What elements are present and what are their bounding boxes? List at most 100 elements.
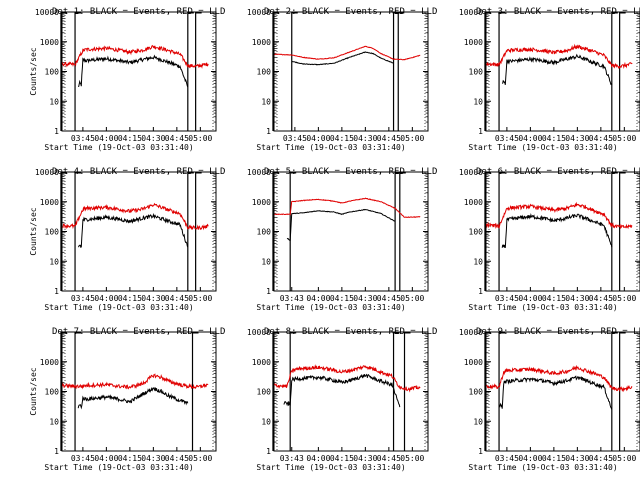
- x-axis-label: Start Time (19-Oct-03 03:31:40): [44, 303, 193, 312]
- y-tick-label: 100: [45, 68, 60, 77]
- events-series-line: [498, 375, 613, 410]
- events-series-line: [501, 53, 613, 86]
- x-tick-label: 03:45: [71, 454, 95, 463]
- y-tick-label: 10000: [35, 168, 59, 177]
- x-tick-label: 04:00: [94, 294, 118, 303]
- y-tick-label: 1: [266, 127, 271, 136]
- lld-series-line: [62, 373, 209, 390]
- events-series-line: [286, 208, 396, 242]
- events-series-line: [78, 212, 189, 248]
- y-tick-label: 10000: [247, 328, 271, 337]
- x-tick-label: 04:15: [118, 134, 142, 143]
- y-tick-label: 10: [261, 257, 271, 266]
- chart-title: Det 3: BLACK = Events, RED = LLD: [476, 7, 640, 17]
- x-tick-label: 04:15: [330, 454, 354, 463]
- chart-panel-6: 1 10 100 1000 10000 03:45 04:00 04:15 04:30 04:45…: [459, 167, 640, 312]
- x-axis-label: Start Time (19-Oct-03 03:31:40): [468, 463, 617, 472]
- x-tick-label: 04:15: [542, 294, 566, 303]
- x-tick-label: 04:30: [565, 294, 589, 303]
- x-tick-label: 03:43: [280, 454, 304, 463]
- plot-frame: [485, 11, 640, 132]
- x-tick-label: 03:45: [495, 134, 519, 143]
- x-axis-label: Start Time (19-Oct-03 03:31:40): [468, 143, 617, 152]
- y-tick-label: 10000: [247, 8, 271, 17]
- x-tick-label: 04:45: [377, 294, 401, 303]
- x-tick-label: 05:00: [612, 134, 636, 143]
- chart-title: Det 7: BLACK = Events, RED = LLD: [52, 327, 225, 337]
- x-tick-label: 04:00: [94, 134, 118, 143]
- x-tick-label: 04:00: [306, 294, 330, 303]
- y-tick-label: 1000: [40, 38, 59, 47]
- x-tick-label: 05:00: [612, 454, 636, 463]
- lld-series-line: [274, 45, 421, 61]
- y-tick-label: 1000: [464, 198, 483, 207]
- x-tick-label: 04:30: [141, 454, 165, 463]
- events-series-line: [77, 386, 189, 410]
- x-tick-label: 03:45: [71, 134, 95, 143]
- chart-panel-2: 1 10 100 1000 10000 03:45 04:00 04:15 04:30 04:45…: [247, 7, 437, 152]
- plot-frame: [273, 11, 429, 132]
- y-tick-label: 1: [54, 287, 59, 296]
- x-tick-label: 04:30: [141, 294, 165, 303]
- chart-panel-5: 1 10 100 1000 10000 03:43 04:00 04:15 04:30 04:45…: [247, 167, 437, 312]
- lld-series-line: [274, 364, 421, 393]
- y-tick-label: 100: [45, 388, 60, 397]
- y-tick-label: 10000: [247, 168, 271, 177]
- lld-series-line: [274, 197, 421, 218]
- plot-frame: [61, 11, 217, 132]
- y-tick-label: 10: [473, 257, 483, 266]
- x-tick-label: 03:45: [495, 454, 519, 463]
- plot-frame: [273, 171, 429, 292]
- x-tick-label: 04:30: [565, 134, 589, 143]
- events-series-line: [291, 51, 394, 66]
- chart-panel-7: 1 10 100 1000 03:45 04:00 04:15 04:30 04:45 05:00…: [29, 327, 225, 472]
- x-tick-label: 04:45: [377, 454, 401, 463]
- y-tick-label: 10000: [35, 8, 59, 17]
- y-tick-label: 1000: [40, 198, 59, 207]
- x-tick-label: 04:45: [165, 454, 189, 463]
- events-series-line: [78, 54, 189, 88]
- x-tick-label: 04:30: [141, 134, 165, 143]
- x-tick-label: 05:00: [188, 134, 212, 143]
- x-tick-label: 04:15: [118, 454, 142, 463]
- x-axis-label: Start Time (19-Oct-03 03:31:40): [44, 143, 193, 152]
- chart-title: Det 6: BLACK = Events, RED = LLD: [476, 167, 640, 177]
- x-tick-label: 04:15: [330, 134, 354, 143]
- y-tick-label: 1000: [252, 358, 271, 367]
- x-tick-label: 04:15: [542, 454, 566, 463]
- y-tick-label: 1: [478, 287, 483, 296]
- x-tick-label: 04:00: [518, 454, 542, 463]
- y-tick-label: 1: [54, 447, 59, 456]
- x-tick-label: 04:30: [353, 134, 377, 143]
- chart-panel-9: 1 10 100 1000 10000 03:45 04:00 04:15 04:30 04:45…: [459, 327, 640, 472]
- y-tick-label: 1: [478, 447, 483, 456]
- chart-title: Det 9: BLACK = Events, RED = LLD: [476, 327, 640, 337]
- y-tick-label: 1000: [464, 358, 483, 367]
- y-tick-label: 10000: [459, 328, 483, 337]
- chart-title: Det 5: BLACK = Events, RED = LLD: [264, 167, 437, 177]
- x-axis-label: Start Time (19-Oct-03 03:31:40): [256, 463, 405, 472]
- chart-title: Det 8: BLACK = Events, RED = LLD: [264, 327, 437, 337]
- y-tick-label: 1: [478, 127, 483, 136]
- x-tick-label: 05:00: [400, 294, 424, 303]
- lld-series-line: [486, 364, 633, 393]
- x-axis-label: Start Time (19-Oct-03 03:31:40): [256, 143, 405, 152]
- y-axis-label: Counts/sec: [29, 207, 38, 255]
- y-tick-label: 1000: [40, 358, 59, 367]
- lld-series-line: [486, 201, 633, 230]
- y-tick-label: 10: [261, 97, 271, 106]
- x-tick-label: 04:00: [518, 294, 542, 303]
- x-tick-label: 04:00: [306, 134, 330, 143]
- y-tick-label: 10: [49, 97, 59, 106]
- x-tick-label: 05:00: [400, 134, 424, 143]
- y-tick-label: 1: [266, 287, 271, 296]
- x-tick-label: 04:45: [589, 294, 613, 303]
- x-axis-label: Start Time (19-Oct-03 03:31:40): [256, 303, 405, 312]
- x-tick-label: 05:00: [400, 454, 424, 463]
- x-tick-label: 04:00: [518, 134, 542, 143]
- plot-frame: [61, 171, 217, 292]
- x-tick-label: 04:00: [306, 454, 330, 463]
- y-tick-label: 10000: [459, 168, 483, 177]
- lld-series-line: [62, 44, 209, 69]
- x-tick-label: 04:30: [353, 294, 377, 303]
